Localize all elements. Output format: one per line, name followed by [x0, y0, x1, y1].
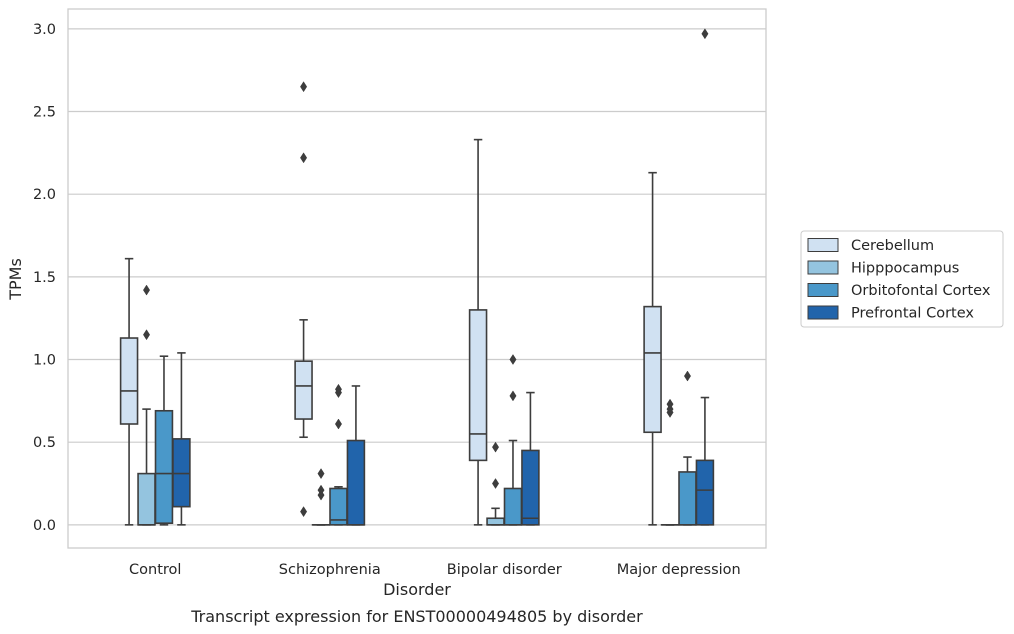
- box-group: [468, 138, 540, 526]
- box: [695, 459, 715, 526]
- outlier-point: [509, 390, 517, 402]
- legend-swatch: [807, 305, 839, 320]
- y-tick-label: 3.0: [33, 22, 56, 38]
- legend-frame: [800, 230, 1004, 328]
- legend-swatch: [807, 283, 839, 297]
- box: [468, 309, 488, 462]
- figure-caption: Transcript expression for ENST0000049480…: [190, 607, 643, 626]
- box: [643, 305, 662, 434]
- outlier-point: [300, 81, 308, 93]
- outlier-point: [143, 329, 151, 341]
- outlier-point: [492, 478, 500, 489]
- x-tick-label: Control: [129, 562, 181, 578]
- box-groups: [119, 28, 715, 526]
- y-tick-label: 1.0: [33, 353, 56, 369]
- outlier-point: [143, 284, 151, 296]
- x-tick-labels: Control Schizophrenia Bipolar disorder Majo…: [129, 562, 741, 578]
- y-tick-label: 0.5: [33, 435, 56, 451]
- y-axis-title: TPMs: [6, 258, 25, 301]
- x-tick-label: Major depression: [617, 562, 741, 578]
- x-axis-title: Disorder: [383, 580, 451, 599]
- box: [486, 517, 505, 526]
- outlier-point: [317, 484, 325, 496]
- box-group: [119, 257, 191, 526]
- outlier-point: [666, 398, 674, 410]
- legend-swatch: [807, 238, 839, 252]
- legend: Cerebellum Hipppocampus Orbitofontal Corte…: [800, 230, 1004, 328]
- box: [294, 360, 313, 420]
- y-tick-label: 2.0: [33, 187, 56, 203]
- outlier-point: [300, 152, 308, 164]
- outlier-point: [701, 28, 709, 40]
- box: [137, 472, 156, 526]
- box: [154, 409, 174, 524]
- legend-label: Cerebellum: [851, 238, 934, 254]
- box: [119, 337, 139, 425]
- y-tick-label: 1.5: [33, 270, 56, 286]
- legend-label: Prefrontal Cortex: [851, 306, 974, 322]
- legend-swatch: [807, 260, 839, 275]
- y-tick-labels: 0.0 0.5 1.0 1.5 2.0 2.5 3.0: [33, 22, 56, 534]
- x-tick-label: Schizophrenia: [279, 562, 381, 578]
- box: [172, 438, 191, 508]
- legend-label: Orbitofontal Cortex: [851, 283, 991, 299]
- y-tick-label: 0.0: [33, 518, 56, 534]
- plot-frame: [67, 8, 767, 549]
- box: [346, 439, 366, 526]
- box: [521, 449, 540, 526]
- box-group: [294, 81, 366, 526]
- x-tick-label: Bipolar disorder: [447, 562, 562, 578]
- y-tick-label: 2.5: [33, 105, 56, 121]
- box-group: [643, 28, 715, 526]
- legend-label: Hipppocampus: [851, 261, 959, 277]
- box: [503, 487, 523, 526]
- outlier-point: [300, 506, 308, 518]
- outlier-point: [509, 354, 517, 365]
- outlier-point: [334, 383, 342, 395]
- outlier-point: [317, 468, 325, 480]
- outlier-point: [683, 370, 691, 382]
- outlier-point: [334, 418, 342, 430]
- outlier-point: [492, 441, 500, 453]
- box: [678, 471, 697, 526]
